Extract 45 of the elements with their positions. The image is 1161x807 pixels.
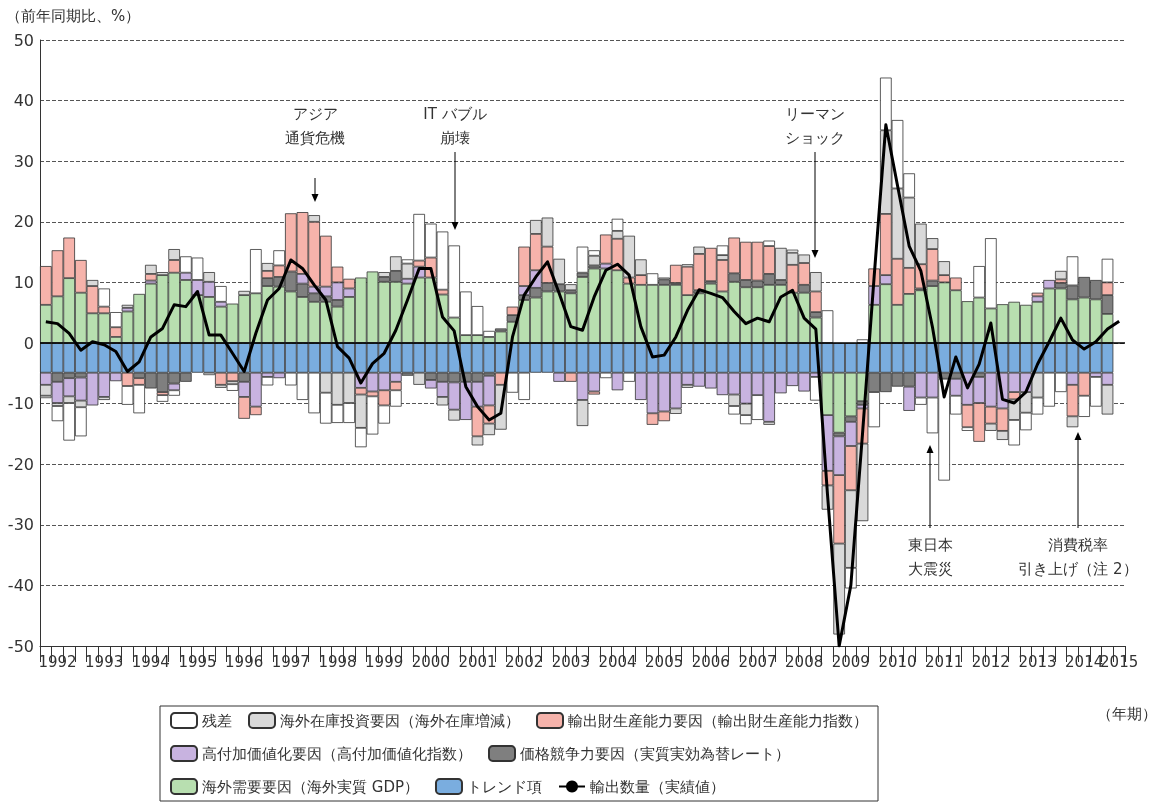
x-tick-label: 2007	[738, 652, 777, 671]
x-tick-label: 2012	[971, 652, 1010, 671]
annotation: アジア通貨危機	[285, 105, 345, 147]
y-tick-label: -10	[7, 394, 34, 414]
x-tick-label: 1993	[85, 652, 124, 671]
y-tick-label: -40	[7, 575, 34, 595]
x-tick-label: 2001	[458, 652, 497, 671]
y-tick-label: -50	[7, 636, 34, 656]
x-tick-label: 2013	[1018, 652, 1057, 671]
legend-label: 高付加価値化要因（高付加価値化指数）	[202, 744, 472, 763]
y-tick-label: -30	[7, 515, 34, 535]
x-tick-label: 1992	[38, 652, 77, 671]
y-tick-label: -20	[7, 454, 34, 474]
y-tick-label: 20	[13, 212, 34, 232]
x-tick-label: 2010	[878, 652, 917, 671]
x-tick-label: 2003	[551, 652, 590, 671]
x-tick-label: 1995	[178, 652, 217, 671]
annotation: 東日本大震災	[907, 536, 953, 578]
annotation: IT バブル崩壊	[423, 105, 487, 147]
x-tick-label: 1997	[271, 652, 310, 671]
legend-label: トレンド項	[466, 777, 542, 796]
y-axis-title: （前年同期比、%）	[6, 6, 141, 25]
x-tick-label: 2011	[925, 652, 964, 671]
x-tick-label: 2006	[691, 652, 730, 671]
legend-label: 価格競争力要因（実質実効為替レート）	[520, 744, 790, 763]
x-tick-label: 2009	[831, 652, 870, 671]
annotation: 消費税率引き上げ（注 2）	[1018, 536, 1138, 578]
y-tick-label: 0	[23, 333, 34, 353]
x-axis-title: （年期）	[1097, 704, 1157, 723]
x-tick-label: 1994	[131, 652, 170, 671]
legend-label: 残差	[202, 711, 232, 730]
x-tick-label: 2004	[598, 652, 637, 671]
legend-label: 海外需要要因（海外実質 GDP）	[202, 777, 419, 796]
y-tick-label: 30	[13, 151, 34, 171]
y-tick-label: 40	[13, 91, 34, 111]
legend-label: 輸出数量（実績値）	[589, 777, 725, 796]
legend-label: 輸出財生産能力要因（輸出財生産能力指数）	[568, 711, 868, 730]
legend-label: 海外在庫投資要因（海外在庫増減）	[280, 711, 520, 730]
x-tick-label: 1998	[318, 652, 357, 671]
x-tick-label: 1996	[225, 652, 264, 671]
y-tick-label: 50	[13, 30, 34, 50]
annotation: リーマンショック	[785, 105, 845, 147]
x-tick-label: 2002	[505, 652, 544, 671]
x-tick-label: 2005	[645, 652, 684, 671]
y-tick-label: 10	[13, 272, 34, 292]
